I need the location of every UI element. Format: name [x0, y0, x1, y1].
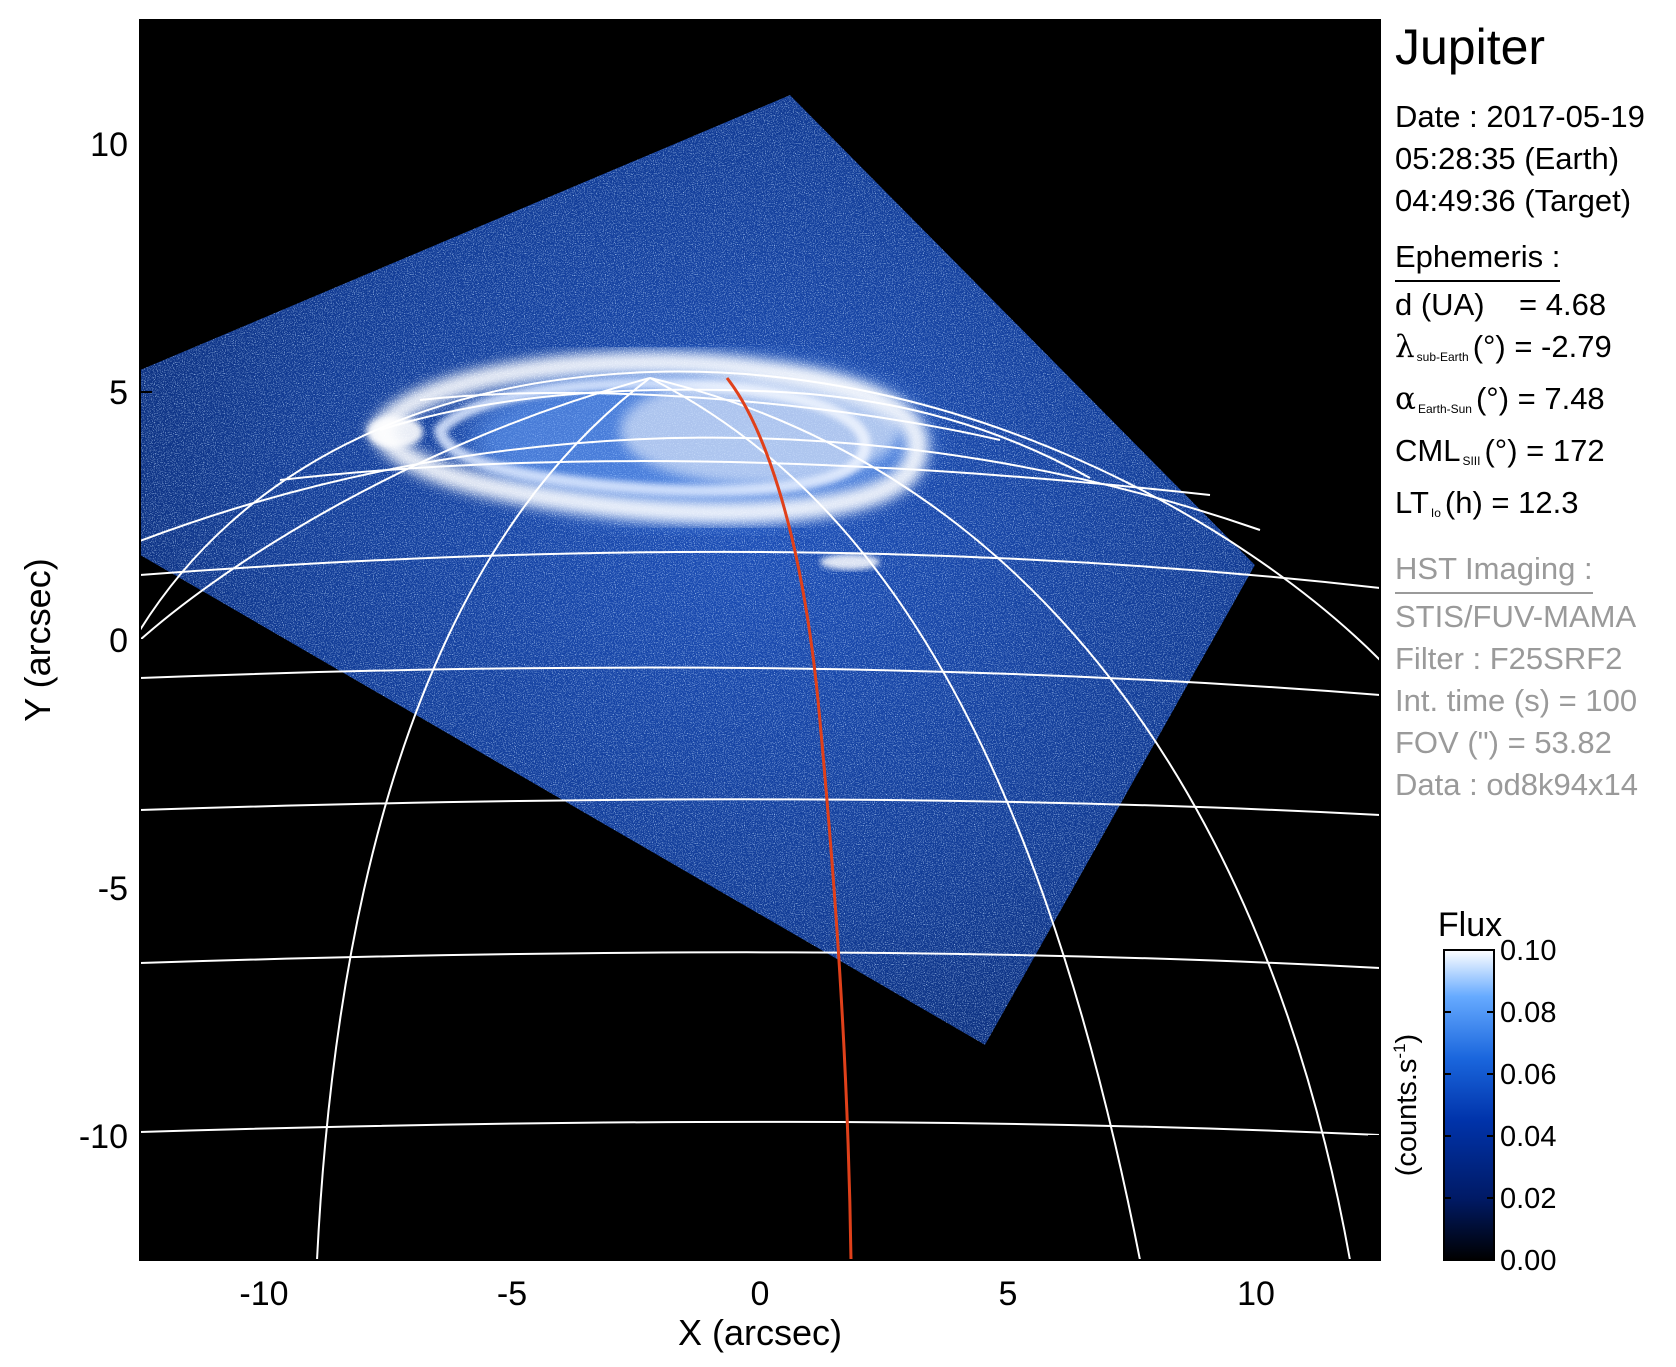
auroral-emission	[367, 351, 930, 570]
lat-lon-grid	[140, 370, 1380, 1260]
latitude-line	[279, 460, 1211, 496]
alpha-subscript: Earth-Sun	[1417, 402, 1472, 416]
longitude-line	[649, 377, 1351, 1260]
info-panel: Jupiter Date : 2017-05-19 05:28:35 (Eart…	[1395, 18, 1675, 806]
longitude-line	[140, 377, 651, 641]
lambda-value: (°) = -2.79	[1472, 329, 1612, 364]
target-title: Jupiter	[1395, 19, 1546, 75]
integration-time: Int. time (s) = 100	[1395, 683, 1638, 718]
x-tick-label: -10	[239, 1275, 288, 1313]
cml-value: (°) = 172	[1484, 433, 1605, 468]
distance-value: = 4.68	[1519, 287, 1607, 322]
instrument: STIS/FUV-MAMA	[1395, 599, 1637, 634]
lambda-subscript: sub-Earth	[1416, 350, 1469, 364]
y-tick-label: 5	[109, 374, 128, 412]
field-of-view: FOV (") = 53.82	[1395, 725, 1612, 760]
lt-subscript: Io	[1430, 506, 1441, 520]
colorbar-title: Flux	[1438, 906, 1502, 944]
lt-value: (h) = 12.3	[1444, 485, 1579, 520]
x-tick-label: 5	[999, 1275, 1018, 1313]
colorbar-tick-label: 0.08	[1500, 997, 1556, 1029]
filter: Filter : F25SRF2	[1395, 641, 1623, 676]
y-tick-label: -10	[79, 1118, 128, 1156]
planet-limb	[140, 370, 1380, 661]
longitude-line	[649, 377, 1141, 1260]
x-axis-label: X (arcsec)	[678, 1312, 842, 1353]
date-line: Date : 2017-05-19	[1395, 99, 1645, 134]
colorbar-ticks: 0.10 0.08 0.06 0.04 0.02 0.00	[1444, 935, 1556, 1277]
colorbar-gradient	[1443, 949, 1495, 1261]
x-tick-label: 10	[1237, 1275, 1275, 1313]
colorbar-tick-label: 0.00	[1500, 1245, 1556, 1277]
colorbar-tick-label: 0.10	[1500, 935, 1556, 967]
latitude-line	[419, 391, 1001, 441]
alpha-symbol: α	[1395, 381, 1416, 417]
distance-row: d (UA) = 4.68	[1395, 284, 1675, 326]
latitude-line	[140, 550, 1380, 589]
hst-field-of-view	[140, 95, 1255, 1045]
hst-imaging-header: HST Imaging :	[1395, 548, 1593, 594]
latitude-line	[140, 951, 1380, 969]
colorbar: Flux 0.10 0.08 0.06 0.04 0.02 0.00 (counts.s-…	[1390, 906, 1556, 1277]
latitude-line	[140, 798, 1380, 816]
cml-label: CML	[1395, 433, 1461, 468]
target-time: 04:49:36 (Target)	[1395, 183, 1632, 218]
longitude-line	[316, 377, 651, 1260]
y-axis-label: Y (arcsec)	[17, 558, 58, 721]
lambda-symbol: λ	[1395, 329, 1415, 365]
y-axis-ticks: 10 5 0 -5 -10	[79, 126, 1380, 1156]
central-meridian-line	[725, 377, 853, 1260]
earth-time: 05:28:35 (Earth)	[1395, 141, 1620, 176]
plot-area	[140, 95, 1380, 1260]
colorbar-tick-label: 0.06	[1500, 1059, 1556, 1091]
colorbar-unit: (counts.s-1)	[1390, 1034, 1423, 1176]
latitude-line	[379, 388, 1091, 479]
local-time-row: LT Io (h) = 12.3	[1395, 482, 1675, 534]
cml-row: CML SIII (°) = 172	[1395, 430, 1675, 482]
colorbar-tick-label: 0.02	[1500, 1183, 1556, 1215]
latitude-line	[140, 1120, 1380, 1136]
distance-label: d (UA)	[1395, 287, 1485, 322]
data-id: Data : od8k94x14	[1395, 767, 1639, 802]
cml-subscript: SIII	[1462, 454, 1481, 468]
sub-earth-latitude-row: λ sub-Earth (°) = -2.79	[1395, 326, 1675, 378]
y-tick-label: -5	[98, 870, 128, 908]
y-tick-label: 10	[90, 126, 128, 164]
y-tick-label: 0	[109, 622, 128, 660]
x-axis-ticks: -10 -5 0 5 10	[239, 20, 1275, 1313]
phase-angle-row: α Earth-Sun (°) = 7.48	[1395, 378, 1675, 430]
alpha-value: (°) = 7.48	[1475, 381, 1605, 416]
colorbar-tick-label: 0.04	[1500, 1121, 1556, 1153]
lt-label: LT	[1395, 485, 1429, 520]
ephemeris-header: Ephemeris :	[1395, 236, 1561, 282]
x-tick-label: -5	[497, 1275, 527, 1313]
x-tick-label: 0	[751, 1275, 770, 1313]
latitude-line	[140, 666, 1380, 696]
